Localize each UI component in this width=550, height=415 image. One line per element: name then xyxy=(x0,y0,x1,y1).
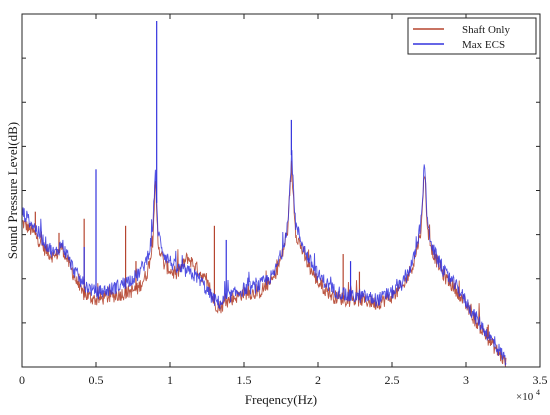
x-tick-label: 0 xyxy=(19,373,25,387)
x-tick-label: 2.5 xyxy=(385,373,400,387)
legend-box xyxy=(407,17,537,55)
x-tick-label: 0.5 xyxy=(89,373,104,387)
series-layer xyxy=(21,21,507,367)
legend-label-max-ecs: Max ECS xyxy=(462,39,505,51)
x-axis-multiplier-exponent: 4 xyxy=(536,388,540,397)
legend: Shaft Only Max ECS xyxy=(407,17,537,55)
x-tick-label: 3 xyxy=(463,373,469,387)
x-tick-label: 1 xyxy=(167,373,173,387)
legend-label-shaft-only: Shaft Only xyxy=(462,24,510,36)
tick-layer: 0 0.5 1 1.5 2 2.5 3 3.5 xyxy=(19,14,548,387)
y-axis-label: Sound Pressure Level(dB) xyxy=(5,122,20,259)
x-tick-label: 3.5 xyxy=(533,373,548,387)
series-shaft-only xyxy=(21,160,507,367)
plot-area-frame xyxy=(21,13,541,368)
x-tick-label: 1.5 xyxy=(237,373,252,387)
x-axis-multiplier-base: ×10 xyxy=(516,391,534,403)
series-line xyxy=(21,150,507,366)
series-line xyxy=(21,160,507,367)
series-max-ecs xyxy=(21,21,507,366)
x-axis-multiplier: ×10 4 xyxy=(516,388,540,403)
x-axis-label: Freqency(Hz) xyxy=(245,392,317,407)
x-tick-label: 2 xyxy=(315,373,321,387)
